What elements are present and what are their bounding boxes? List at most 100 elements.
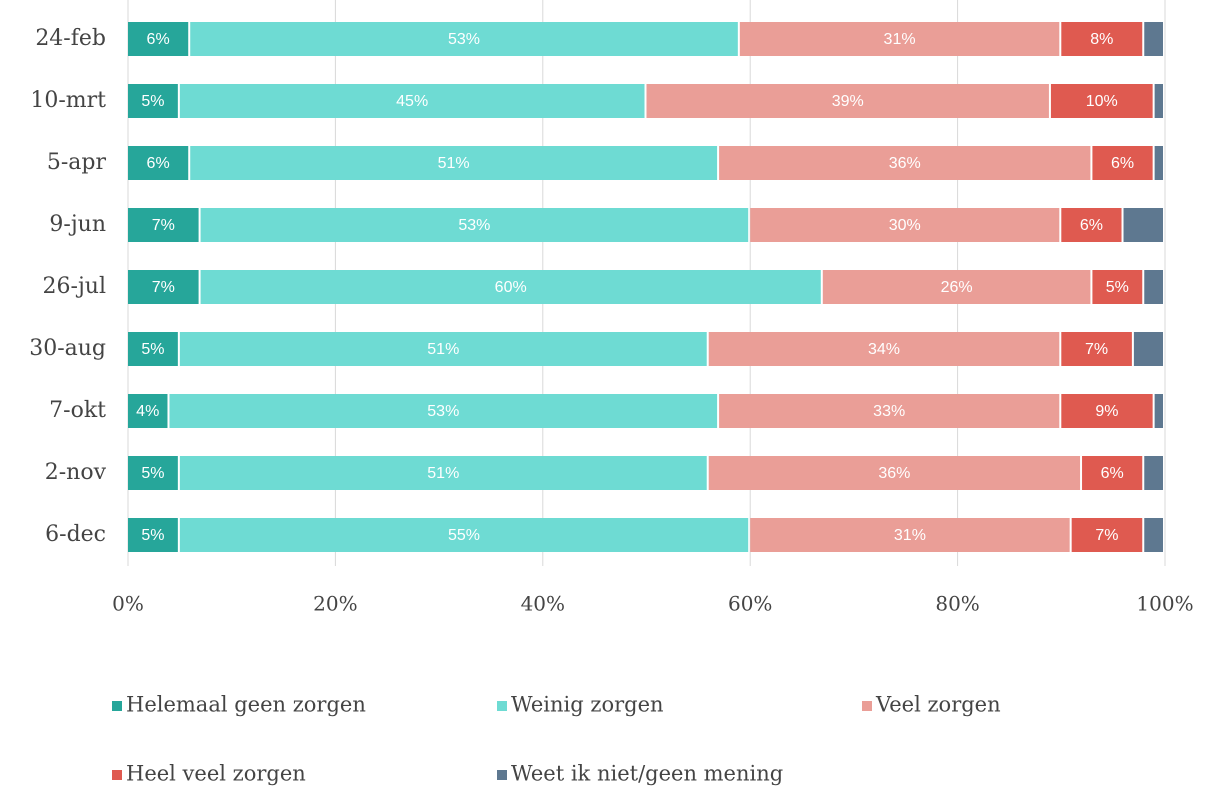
bar-segment xyxy=(750,518,1070,552)
bar-segment xyxy=(128,22,189,56)
bar-segment xyxy=(128,394,168,428)
bar-segment xyxy=(200,270,821,304)
data-label: 26% xyxy=(941,279,973,296)
bar-segment xyxy=(179,84,645,118)
data-label: 4% xyxy=(136,403,159,420)
y-tick-label: 6-dec xyxy=(45,522,106,547)
x-tick-label: 20% xyxy=(313,592,357,616)
bar-segment xyxy=(128,456,178,490)
bar-segment xyxy=(1154,394,1163,428)
bar-segment xyxy=(1061,208,1122,242)
data-label: 7% xyxy=(1085,341,1108,358)
data-label: 6% xyxy=(147,155,170,172)
data-label: 51% xyxy=(438,155,470,172)
bar-segment xyxy=(1144,22,1163,56)
x-tick-label: 80% xyxy=(935,592,979,616)
data-label: 31% xyxy=(894,527,926,544)
data-label: 55% xyxy=(448,527,480,544)
bar-segment xyxy=(1144,456,1163,490)
y-tick-label: 26-jul xyxy=(43,274,106,299)
legend-swatch xyxy=(497,770,507,780)
bar-segment xyxy=(1144,270,1163,304)
y-tick-label: 5-apr xyxy=(47,150,107,175)
data-label: 5% xyxy=(1106,279,1129,296)
x-tick-label: 100% xyxy=(1136,592,1193,616)
bar-segment xyxy=(200,208,749,242)
bar-segment xyxy=(1133,332,1163,366)
bar-segment xyxy=(1061,332,1132,366)
data-label: 7% xyxy=(1095,527,1118,544)
data-label: 36% xyxy=(878,465,910,482)
bar-segment xyxy=(1061,394,1153,428)
data-label: 5% xyxy=(141,93,164,110)
bar-segment xyxy=(739,22,1060,56)
bar-segment xyxy=(719,394,1060,428)
data-label: 36% xyxy=(889,155,921,172)
data-label: 39% xyxy=(832,93,864,110)
y-tick-label: 7-okt xyxy=(49,398,106,423)
y-tick-label: 30-aug xyxy=(29,336,106,361)
data-label: 7% xyxy=(152,279,175,296)
legend-label: Helemaal geen zorgen xyxy=(126,693,366,717)
data-label: 51% xyxy=(427,341,459,358)
data-label: 51% xyxy=(427,465,459,482)
bar-segment xyxy=(179,518,749,552)
data-label: 7% xyxy=(152,217,175,234)
data-label: 6% xyxy=(1080,217,1103,234)
bar-segment xyxy=(128,332,178,366)
bar-segment xyxy=(128,270,199,304)
y-tick-label: 9-jun xyxy=(49,212,106,237)
bar-segment xyxy=(750,208,1060,242)
bar-segment xyxy=(1071,518,1143,552)
bar-segment xyxy=(1154,146,1163,180)
y-tick-label: 24-feb xyxy=(35,26,106,51)
data-label: 6% xyxy=(1111,155,1134,172)
data-label: 30% xyxy=(889,217,921,234)
bar-segment xyxy=(128,146,189,180)
bar-segment xyxy=(1092,146,1153,180)
bar-segment xyxy=(190,146,718,180)
x-tick-label: 0% xyxy=(112,592,144,616)
bar-segment xyxy=(169,394,718,428)
legend-label: Weet ik niet/geen mening xyxy=(511,762,783,786)
legend-label: Veel zorgen xyxy=(875,693,1001,717)
legend-swatch xyxy=(112,770,122,780)
legend-label: Weinig zorgen xyxy=(511,693,664,717)
bar-segment xyxy=(179,456,707,490)
data-label: 10% xyxy=(1086,93,1118,110)
legend-swatch xyxy=(112,701,122,711)
bar-segment xyxy=(1061,22,1143,56)
bar-segment xyxy=(179,332,707,366)
bar-segment xyxy=(1082,456,1143,490)
bar-segment xyxy=(1092,270,1143,304)
bar-segment xyxy=(719,146,1091,180)
bar-segment xyxy=(1144,518,1163,552)
data-label: 8% xyxy=(1090,31,1113,48)
data-label: 9% xyxy=(1095,403,1118,420)
bar-segment xyxy=(1050,84,1153,118)
bar-segment xyxy=(128,518,178,552)
data-label: 60% xyxy=(495,279,527,296)
bar-segment xyxy=(1154,84,1163,118)
data-label: 31% xyxy=(884,31,916,48)
bar-segment xyxy=(822,270,1091,304)
data-label: 53% xyxy=(448,31,480,48)
bar-segment xyxy=(128,208,199,242)
data-label: 33% xyxy=(873,403,905,420)
data-label: 5% xyxy=(141,465,164,482)
bar-segment xyxy=(190,22,738,56)
legend-swatch xyxy=(497,701,507,711)
data-label: 5% xyxy=(141,527,164,544)
data-label: 6% xyxy=(1101,465,1124,482)
bar-segment xyxy=(1123,208,1163,242)
bar-segment xyxy=(708,456,1081,490)
x-tick-label: 40% xyxy=(521,592,565,616)
legend-label: Heel veel zorgen xyxy=(126,762,306,786)
bar-segment xyxy=(708,332,1060,366)
data-label: 5% xyxy=(141,341,164,358)
x-tick-label: 60% xyxy=(728,592,772,616)
legend-swatch xyxy=(862,701,872,711)
data-label: 53% xyxy=(458,217,490,234)
data-label: 6% xyxy=(147,31,170,48)
